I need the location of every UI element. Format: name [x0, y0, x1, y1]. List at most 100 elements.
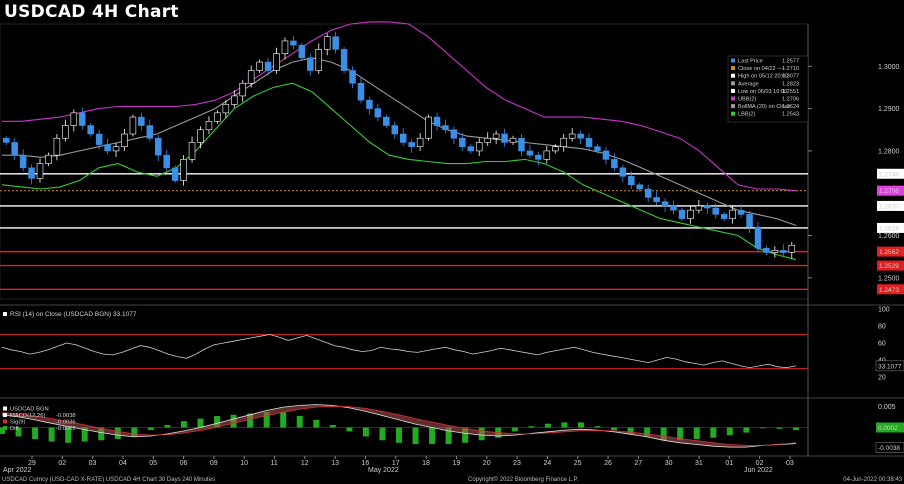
- price-panel-frame: [0, 23, 809, 300]
- candle-body: [78, 112, 86, 126]
- candle-body: [568, 133, 576, 139]
- candle-body: [19, 154, 27, 169]
- x-tick-label: 31: [695, 460, 703, 467]
- macd-diff-bar: [693, 427, 700, 439]
- candle-body: [653, 197, 660, 202]
- legend-label: Average: [738, 81, 759, 87]
- x-tick-label: 12: [301, 460, 309, 467]
- y-tick-label: 1.2900: [878, 106, 900, 113]
- rsi-last-label: 33.1077: [878, 363, 902, 370]
- level-label-box: [877, 222, 904, 233]
- macd-diff-bar: [429, 427, 436, 445]
- candle-body: [661, 201, 669, 207]
- macd-legend-value: -0.0036: [56, 420, 76, 426]
- macd-legend-swatch: [3, 413, 7, 417]
- candle-body: [70, 112, 78, 126]
- candle-body: [678, 209, 686, 219]
- x-tick-label: 20: [483, 460, 491, 467]
- candle-body: [425, 116, 432, 139]
- level-label-box: [877, 284, 904, 295]
- candle-body: [28, 167, 35, 179]
- candle-body: [366, 99, 373, 109]
- macd-diff-bar: [81, 427, 88, 442]
- candle-body: [290, 40, 297, 46]
- macd-diff-bar: [561, 422, 568, 428]
- macd-diff-bar: [412, 427, 419, 445]
- macd-diff-bar: [263, 412, 270, 428]
- candle-body: [155, 137, 162, 156]
- candle-body: [577, 133, 584, 139]
- legend-swatch: [731, 88, 735, 93]
- legend-value: 1.2577: [782, 59, 799, 65]
- level-label: 1.2473: [879, 287, 899, 294]
- macd-diff-bar: [462, 427, 469, 443]
- candle-body: [247, 70, 255, 84]
- level-label-box: [877, 185, 904, 196]
- macd-line: [1, 404, 797, 448]
- rsi-line: [1, 334, 797, 369]
- legend-swatch: [731, 81, 735, 86]
- candle-body: [95, 133, 103, 145]
- macd-diff-bar: [759, 427, 766, 429]
- candle-body: [636, 184, 643, 190]
- x-tick-label: 25: [574, 460, 582, 467]
- x-tick-label: 10: [240, 460, 248, 467]
- macd-diff-bar: [0, 427, 5, 434]
- macd-diff-bar: [544, 423, 551, 428]
- y-tick-label: 1.3000: [878, 64, 900, 71]
- macd-legend-label: USDCAD BGN: [10, 407, 49, 413]
- candle-body: [281, 40, 289, 54]
- macd-last-box: [875, 442, 904, 453]
- candle-body: [323, 36, 331, 50]
- candles: [2, 31, 796, 259]
- rsi-tick-label: 80: [878, 324, 886, 331]
- candle-body: [475, 142, 483, 152]
- candle-body: [391, 125, 399, 135]
- rsi-legend: RSI (14) on Close (USDCAD BGN) 33.1077: [10, 311, 137, 318]
- candle-body: [53, 137, 61, 156]
- macd-diff-bar: [511, 427, 518, 432]
- candle-body: [87, 125, 94, 135]
- legend-label: Last Price: [738, 59, 763, 65]
- candle-body: [704, 205, 711, 209]
- level-label-box: [877, 260, 904, 271]
- candle-body: [383, 116, 390, 126]
- legend-value: 1.2543: [782, 112, 799, 118]
- macd-diff-bar: [147, 427, 154, 431]
- level-label: 1.2562: [879, 249, 899, 256]
- candle-body: [180, 159, 187, 181]
- candle-body: [205, 121, 213, 131]
- candle-body: [197, 129, 204, 143]
- macd-legend-value: -0.0002: [56, 426, 76, 432]
- macd-legend-value: -0.0038: [56, 413, 76, 419]
- candle-body: [501, 133, 508, 143]
- candle-body: [644, 188, 652, 198]
- macd-diff-bar: [98, 427, 105, 441]
- macd-legend-swatch: [3, 426, 7, 430]
- candle-body: [171, 167, 179, 181]
- x-period-label: May 2022: [368, 467, 399, 474]
- level-label-box: [877, 168, 904, 179]
- rsi-panel: RSI (14) on Close (USDCAD BGN) 33.1077 10…: [0, 307, 904, 382]
- x-tick-label: 01: [725, 460, 733, 467]
- x-tick-label: 11: [271, 460, 278, 467]
- macd-diff-bar: [247, 413, 254, 428]
- macd-diff-bar: [362, 427, 369, 437]
- candle-body: [349, 70, 356, 84]
- macd-diff-bar: [180, 421, 187, 428]
- candle-body: [526, 150, 534, 156]
- legend-value: 1.2710: [782, 66, 799, 72]
- candle-body: [611, 159, 618, 169]
- x-tick-label: 09: [210, 460, 218, 467]
- y-tick-label: 1.2500: [878, 275, 900, 282]
- legend-label: LBB(2): [738, 112, 756, 118]
- candle-body: [585, 137, 593, 147]
- level-label: 1.2670: [879, 203, 899, 210]
- legend-label: Close on 04/22 ----: [738, 66, 785, 72]
- x-tick-label: 17: [392, 460, 400, 467]
- candle-body: [433, 116, 441, 126]
- macd-diff-bar: [296, 416, 303, 428]
- candle-body: [670, 205, 677, 211]
- legend-label: Low on 06/03 16:00: [738, 89, 787, 95]
